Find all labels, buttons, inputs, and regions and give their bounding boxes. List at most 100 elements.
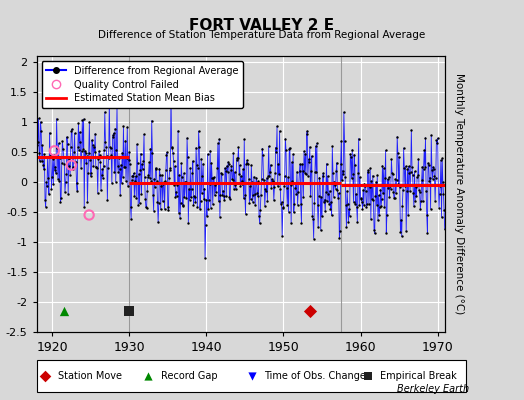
Point <box>299 168 307 174</box>
Point <box>152 165 160 172</box>
Point <box>189 158 197 164</box>
Y-axis label: Monthly Temperature Anomaly Difference (°C): Monthly Temperature Anomaly Difference (… <box>454 73 464 315</box>
Point <box>180 170 188 176</box>
Point <box>248 198 257 205</box>
Point <box>363 200 371 207</box>
Point <box>141 196 149 202</box>
Point <box>370 230 379 236</box>
Point <box>282 185 291 191</box>
Point <box>206 148 214 154</box>
Point <box>66 171 74 178</box>
Point <box>174 128 182 134</box>
Point <box>313 140 321 146</box>
Point <box>403 166 412 172</box>
Point <box>231 169 239 176</box>
Point <box>306 193 314 199</box>
Point <box>80 116 88 122</box>
Point <box>335 235 344 241</box>
Point <box>441 226 449 232</box>
Point <box>79 145 87 152</box>
Point <box>43 154 52 160</box>
Point <box>400 165 409 172</box>
Point <box>399 186 407 193</box>
Point <box>358 199 366 205</box>
Point <box>202 222 210 228</box>
Point <box>138 161 146 167</box>
Point <box>226 196 234 203</box>
Point <box>157 206 165 213</box>
Point <box>247 162 256 168</box>
Point <box>382 230 390 236</box>
Point <box>133 141 141 148</box>
Point <box>384 176 392 182</box>
Point <box>408 172 417 178</box>
Point <box>237 181 246 188</box>
Point <box>166 165 174 172</box>
Point <box>338 177 346 183</box>
Point <box>291 180 300 187</box>
Point <box>122 178 130 184</box>
Point <box>211 192 219 199</box>
Point <box>364 167 373 174</box>
Point <box>292 190 300 197</box>
Point <box>369 197 378 203</box>
Point <box>282 147 290 154</box>
Point <box>93 165 101 172</box>
Point <box>100 163 108 169</box>
Point <box>294 189 302 195</box>
Point <box>138 166 147 172</box>
Point <box>76 139 84 146</box>
Point <box>132 173 140 179</box>
Point <box>187 194 195 201</box>
Point <box>89 163 97 169</box>
Point <box>49 156 57 162</box>
Point <box>380 203 388 210</box>
Point <box>433 135 442 142</box>
Point <box>271 170 279 176</box>
Point <box>296 161 304 167</box>
Point <box>63 141 72 147</box>
Point <box>185 196 194 203</box>
Point <box>376 204 384 211</box>
Point <box>83 153 91 159</box>
Point <box>351 162 359 168</box>
Point <box>171 163 179 170</box>
Point <box>140 131 148 138</box>
Point <box>323 198 331 204</box>
Point <box>423 230 432 236</box>
Point <box>74 120 83 126</box>
Point <box>145 159 154 166</box>
Point <box>202 196 211 203</box>
Point <box>140 173 149 180</box>
Point <box>246 183 254 190</box>
Point <box>235 170 243 177</box>
Point <box>254 193 262 200</box>
Point <box>263 198 271 204</box>
Point <box>370 227 378 233</box>
Point <box>80 204 89 210</box>
Point <box>325 201 333 207</box>
Point <box>193 204 202 211</box>
Point <box>203 212 211 219</box>
Point <box>237 173 245 180</box>
Point <box>401 163 410 170</box>
Point <box>421 164 429 170</box>
Point <box>78 117 86 124</box>
Point <box>274 161 282 167</box>
Point <box>334 190 343 196</box>
Point <box>236 162 244 168</box>
Point <box>134 160 142 166</box>
Point <box>418 164 427 170</box>
Point <box>52 170 60 176</box>
Point <box>293 202 302 208</box>
Point <box>291 185 299 192</box>
Point <box>435 190 444 197</box>
Point <box>279 204 288 210</box>
Point <box>233 155 242 162</box>
Point <box>272 149 280 156</box>
Point <box>121 138 129 144</box>
Point <box>36 119 45 125</box>
Point <box>426 174 434 181</box>
Point <box>195 144 203 150</box>
Point <box>42 179 50 185</box>
